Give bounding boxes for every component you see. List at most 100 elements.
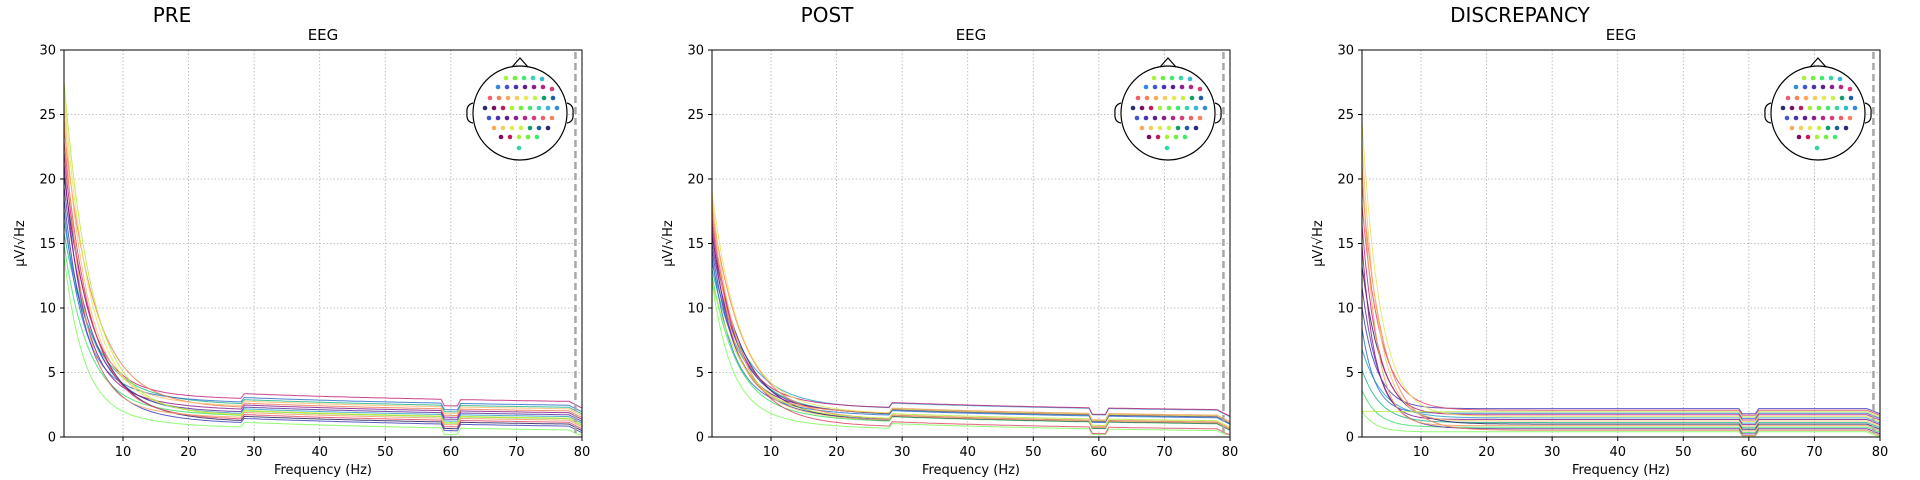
nose-mark — [511, 57, 529, 68]
series-line — [63, 163, 583, 420]
series-line — [63, 82, 583, 426]
sensor-dot — [1180, 95, 1186, 101]
x-axis-label: Frequency (Hz) — [922, 463, 1020, 478]
sensor-dot — [1164, 145, 1170, 151]
y-tick-label: 0 — [48, 431, 56, 446]
sensor-dot — [516, 134, 522, 140]
y-tick-label: 0 — [696, 431, 704, 446]
x-axis-label: Frequency (Hz) — [274, 463, 372, 478]
sensor-dot — [487, 95, 493, 101]
sensor-dot — [1816, 125, 1822, 131]
sensor-dot — [1793, 115, 1799, 121]
right-ear — [1214, 102, 1222, 124]
sensor-dot — [1166, 105, 1172, 111]
sensor-dot — [1197, 86, 1203, 92]
y-tick-label: 0 — [1346, 431, 1354, 446]
sensor-dot — [1784, 115, 1790, 121]
sensor-dot — [1829, 115, 1835, 121]
sensor-dot — [1155, 134, 1161, 140]
series-line — [63, 151, 583, 409]
sensor-dot — [554, 105, 560, 111]
series-line — [711, 198, 1231, 430]
sensor-dot — [1184, 125, 1190, 131]
sensor-dot — [523, 95, 529, 101]
sensor-dot — [540, 84, 546, 90]
sensor-dot — [1847, 86, 1853, 92]
sensor-dot — [1825, 105, 1831, 111]
sensor-dot — [486, 115, 492, 121]
sensor-dot — [1816, 105, 1822, 111]
chart-panel-discrepancy: DISCREPANCY EEG 10 20 30 40 50 60 70 80 0 5 10 15 20 25… — [1311, 3, 1888, 478]
sensor-dot — [504, 115, 510, 121]
series-line — [63, 233, 583, 415]
sensor-dot — [1134, 115, 1140, 121]
series-group — [711, 191, 1231, 435]
series-line — [63, 140, 583, 430]
sensor-dot — [1814, 145, 1820, 151]
sensor-dot — [1152, 84, 1158, 90]
y-tick-label: 15 — [687, 237, 704, 252]
series-line — [1361, 410, 1880, 437]
y-tick-label: 15 — [1337, 237, 1354, 252]
sensor-dot — [530, 75, 536, 81]
x-tick-label: 20 — [828, 445, 845, 460]
sensor-dot — [1175, 125, 1181, 131]
sensor-dot — [1820, 84, 1826, 90]
sensor-dot — [1843, 125, 1849, 131]
x-tick-label: 30 — [246, 445, 263, 460]
sensor-dot — [525, 134, 531, 140]
sensor-dot — [1828, 75, 1834, 81]
sensor-dot — [549, 115, 555, 121]
series-line — [1361, 184, 1881, 436]
sensor-dot — [1812, 95, 1818, 101]
sensor-dot — [541, 95, 547, 101]
series-line — [1361, 122, 1881, 422]
sensor-dot — [1188, 84, 1194, 90]
sensor-dot — [1148, 105, 1154, 111]
sensor-dot — [1161, 115, 1167, 121]
sensor-dot — [1798, 125, 1804, 131]
sensor-dot — [532, 95, 538, 101]
x-axis-label: Frequency (Hz) — [1572, 463, 1670, 478]
y-tick-label: 15 — [39, 237, 56, 252]
sensor-dot — [514, 95, 520, 101]
sensor-dot — [513, 84, 519, 90]
sensor-dot — [1838, 84, 1844, 90]
sensor-dot — [1805, 134, 1811, 140]
series-line — [711, 224, 1231, 417]
panel-title: POST — [801, 3, 854, 27]
x-tick-label: 50 — [377, 445, 394, 460]
sensor-dot — [518, 125, 524, 131]
y-tick-label: 20 — [39, 173, 56, 188]
head-outline — [472, 65, 568, 161]
sensor-dot — [1803, 95, 1809, 101]
x-tick-label: 30 — [1544, 445, 1561, 460]
sensor-dot — [1198, 95, 1204, 101]
sensor-dot — [1170, 84, 1176, 90]
sensor-dot — [1164, 134, 1170, 140]
y-tick-label: 30 — [39, 44, 56, 59]
panel-subtitle: EEG — [308, 26, 339, 44]
sensor-dot — [521, 75, 527, 81]
sensor-dot — [518, 105, 524, 111]
sensor-dot — [500, 125, 506, 131]
sensor-dot — [1839, 95, 1845, 101]
head-outline — [1120, 65, 1216, 161]
sensor-dot — [540, 115, 546, 121]
sensor-dot — [522, 115, 528, 121]
sensor-dot — [1807, 105, 1813, 111]
sensor-dot — [491, 125, 497, 131]
sensor-dot — [495, 84, 501, 90]
sensor-dot — [1169, 75, 1175, 81]
y-tick-label: 25 — [39, 108, 56, 123]
sensor-dot — [1843, 105, 1849, 111]
x-tick-label: 80 — [1222, 445, 1239, 460]
y-tick-label: 25 — [1337, 108, 1354, 123]
series-line — [1361, 246, 1881, 426]
sensor-dot — [1146, 134, 1152, 140]
series-line — [711, 262, 1231, 418]
head-topomap-icon — [1114, 57, 1222, 161]
sensor-dot — [512, 75, 518, 81]
sensor-dot — [1197, 115, 1203, 121]
sensor-dot — [1187, 76, 1193, 82]
